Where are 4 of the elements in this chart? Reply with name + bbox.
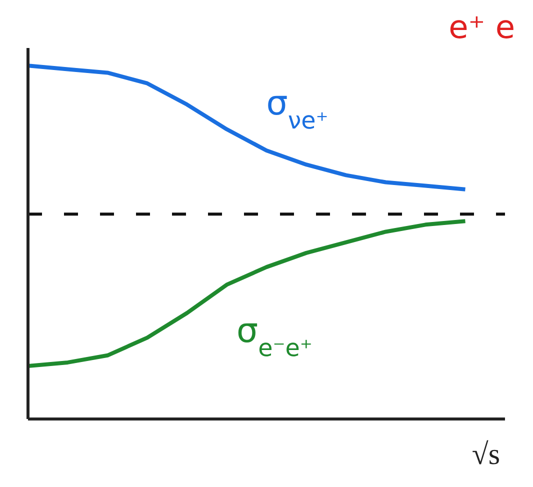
- x-axis-title: √s: [472, 438, 500, 471]
- series-label: σ$_{e⁻e⁺}$: [236, 311, 312, 362]
- text: e⁺ e: [448, 8, 515, 46]
- series-label: σ$_{νe⁺}$: [266, 84, 328, 135]
